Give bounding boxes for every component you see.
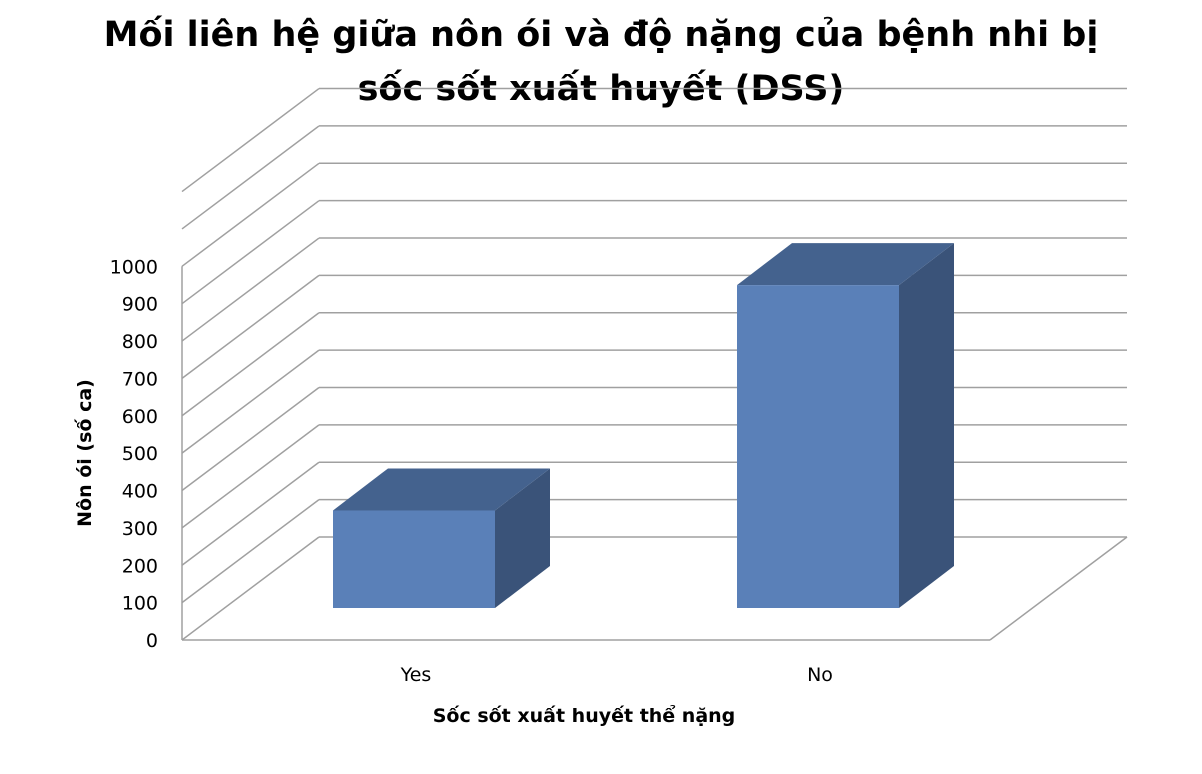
y-axis-title: Nôn ói (số ca)	[73, 379, 96, 527]
side-wall-gridline	[181, 274, 320, 380]
side-wall-gridline	[181, 349, 320, 454]
side-wall-gridline	[181, 461, 320, 566]
x-axis-title: Sốc sốt xuất huyết thể nặng	[433, 704, 736, 727]
side-wall-gridline	[181, 312, 320, 417]
y-tick-label: 500	[122, 443, 158, 465]
side-wall-gridline	[181, 424, 320, 529]
side-wall-gridline	[181, 87, 320, 193]
chart-bars	[333, 243, 954, 608]
x-tick-labels: Yes No	[400, 664, 833, 686]
y-tick-label: 1000	[110, 256, 158, 278]
x-tick-label: Yes	[400, 664, 432, 686]
bar-no	[737, 285, 899, 608]
y-tick-label: 300	[122, 518, 158, 540]
side-wall-gridline	[181, 237, 320, 342]
y-tick-label: 700	[122, 368, 158, 390]
y-tick-label: 400	[122, 481, 158, 503]
chart-walls	[181, 87, 1128, 641]
side-wall-gridline	[181, 386, 320, 492]
y-tick-labels: 0 100 200 300 400 500 600 700 800 900 1000	[110, 256, 158, 652]
y-tick-label: 0	[146, 630, 158, 652]
bar-side-face	[899, 243, 954, 608]
y-tick-label: 600	[122, 406, 158, 428]
side-wall-gridline	[181, 125, 320, 230]
y-tick-label: 200	[122, 555, 158, 577]
side-wall-gridline	[181, 536, 320, 641]
x-tick-label: No	[807, 664, 833, 686]
bar-top-face	[333, 468, 550, 511]
side-wall-gridline	[181, 499, 320, 604]
side-wall-gridline	[181, 200, 320, 305]
y-tick-label: 100	[122, 593, 158, 615]
floor-right-edge	[989, 536, 1128, 641]
side-wall-gridline	[181, 162, 320, 267]
bar-top-face	[737, 243, 954, 286]
y-tick-label: 800	[122, 331, 158, 353]
bar-side-face	[495, 468, 550, 608]
bar-yes	[333, 510, 495, 608]
y-tick-label: 900	[122, 294, 158, 316]
chart-title-line-1: Mối liên hệ giữa nôn ói và độ nặng của b…	[103, 15, 1099, 55]
